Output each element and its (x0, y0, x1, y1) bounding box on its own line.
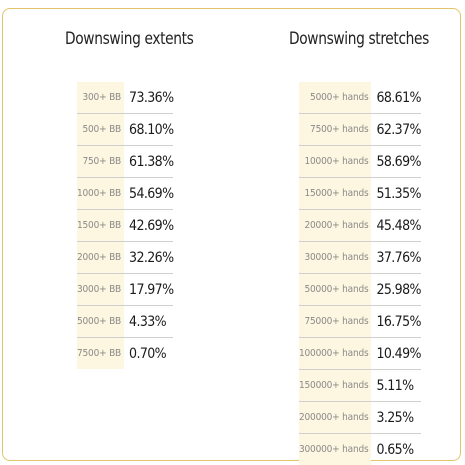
threshold-label: 5000+ BB (77, 305, 125, 338)
probability-value: 4.33% (124, 305, 174, 338)
probability-value: 42.69% (124, 209, 174, 242)
threshold-label: 3000+ BB (77, 273, 125, 306)
probability-value: 51.35% (371, 177, 421, 210)
probability-value: 68.10% (124, 113, 174, 146)
probability-value: 62.37% (371, 113, 421, 146)
threshold-label: 30000+ hands (299, 241, 372, 274)
stretch-row: 5000+ hands 68.61% (299, 82, 421, 114)
extent-row: 1500+ BB 42.69% (77, 209, 174, 242)
probability-value: 37.76% (371, 241, 421, 274)
results-card: Downswing extents 300+ BB 73.36% 500+ BB 68… (2, 8, 461, 465)
threshold-label: 300000+ hands (299, 433, 372, 465)
stretch-row: 200000+ hands 3.25% (299, 401, 421, 434)
stretch-row: 30000+ hands 37.76% (299, 241, 421, 274)
threshold-label: 300+ BB (77, 82, 125, 114)
stretch-row: 50000+ hands 25.98% (299, 273, 421, 306)
stretch-row: 75000+ hands 16.75% (299, 305, 421, 338)
threshold-label: 50000+ hands (299, 273, 372, 306)
extent-row: 3000+ BB 17.97% (77, 273, 174, 306)
threshold-label: 1500+ BB (77, 209, 125, 242)
extent-row: 7500+ BB 0.70% (77, 337, 173, 369)
extent-row: 500+ BB 68.10% (77, 113, 174, 146)
threshold-label: 500+ BB (77, 113, 125, 146)
threshold-label: 10000+ hands (299, 145, 372, 178)
downswing-stretches-table: 5000+ hands 68.61% 7500+ hands 62.37% 10000+… (299, 82, 421, 465)
probability-value: 16.75% (371, 305, 421, 338)
probability-value: 10.49% (371, 337, 421, 370)
stretch-row: 100000+ hands 10.49% (299, 337, 421, 370)
extent-row: 750+ BB 61.38% (77, 145, 174, 178)
threshold-label: 200000+ hands (299, 401, 372, 434)
probability-value: 3.25% (371, 401, 421, 434)
stretch-row: 10000+ hands 58.69% (299, 145, 421, 178)
downswing-stretches-title: Downswing stretches (289, 29, 429, 49)
threshold-label: 75000+ hands (299, 305, 372, 338)
probability-value: 58.69% (371, 145, 421, 178)
probability-value: 25.98% (371, 273, 421, 306)
stretch-row: 20000+ hands 45.48% (299, 209, 421, 242)
threshold-label: 1000+ BB (77, 177, 125, 210)
extent-row: 2000+ BB 32.26% (77, 241, 174, 274)
extent-row: 300+ BB 73.36% (77, 82, 174, 114)
probability-value: 0.70% (129, 345, 167, 362)
threshold-label: 750+ BB (77, 145, 125, 178)
probability-value: 45.48% (371, 209, 421, 242)
stretch-row: 150000+ hands 5.11% (299, 369, 421, 402)
threshold-label: 20000+ hands (299, 209, 372, 242)
threshold-label: 100000+ hands (299, 337, 372, 370)
threshold-label: 7500+ BB (77, 337, 125, 369)
probability-value: 5.11% (371, 369, 421, 402)
probability-value: 54.69% (124, 177, 174, 210)
probability-value: 17.97% (124, 273, 174, 306)
threshold-label: 15000+ hands (299, 177, 372, 210)
threshold-label: 7500+ hands (299, 113, 372, 146)
extent-row: 5000+ BB 4.33% (77, 305, 174, 338)
stretch-row: 7500+ hands 62.37% (299, 113, 421, 146)
threshold-label: 150000+ hands (299, 369, 372, 402)
downswing-extents-title: Downswing extents (65, 29, 194, 49)
extent-row: 1000+ BB 54.69% (77, 177, 174, 210)
probability-value: 61.38% (124, 145, 174, 178)
stretch-row: 300000+ hands 0.65% (299, 433, 421, 465)
threshold-label: 5000+ hands (299, 82, 372, 114)
stretch-row: 15000+ hands 51.35% (299, 177, 421, 210)
probability-value: 68.61% (371, 82, 421, 114)
probability-value: 0.65% (376, 441, 414, 458)
probability-value: 32.26% (124, 241, 174, 274)
downswing-extents-table: 300+ BB 73.36% 500+ BB 68.10% 750+ BB 61.38% 1… (77, 82, 174, 369)
probability-value: 73.36% (124, 82, 174, 114)
threshold-label: 2000+ BB (77, 241, 125, 274)
